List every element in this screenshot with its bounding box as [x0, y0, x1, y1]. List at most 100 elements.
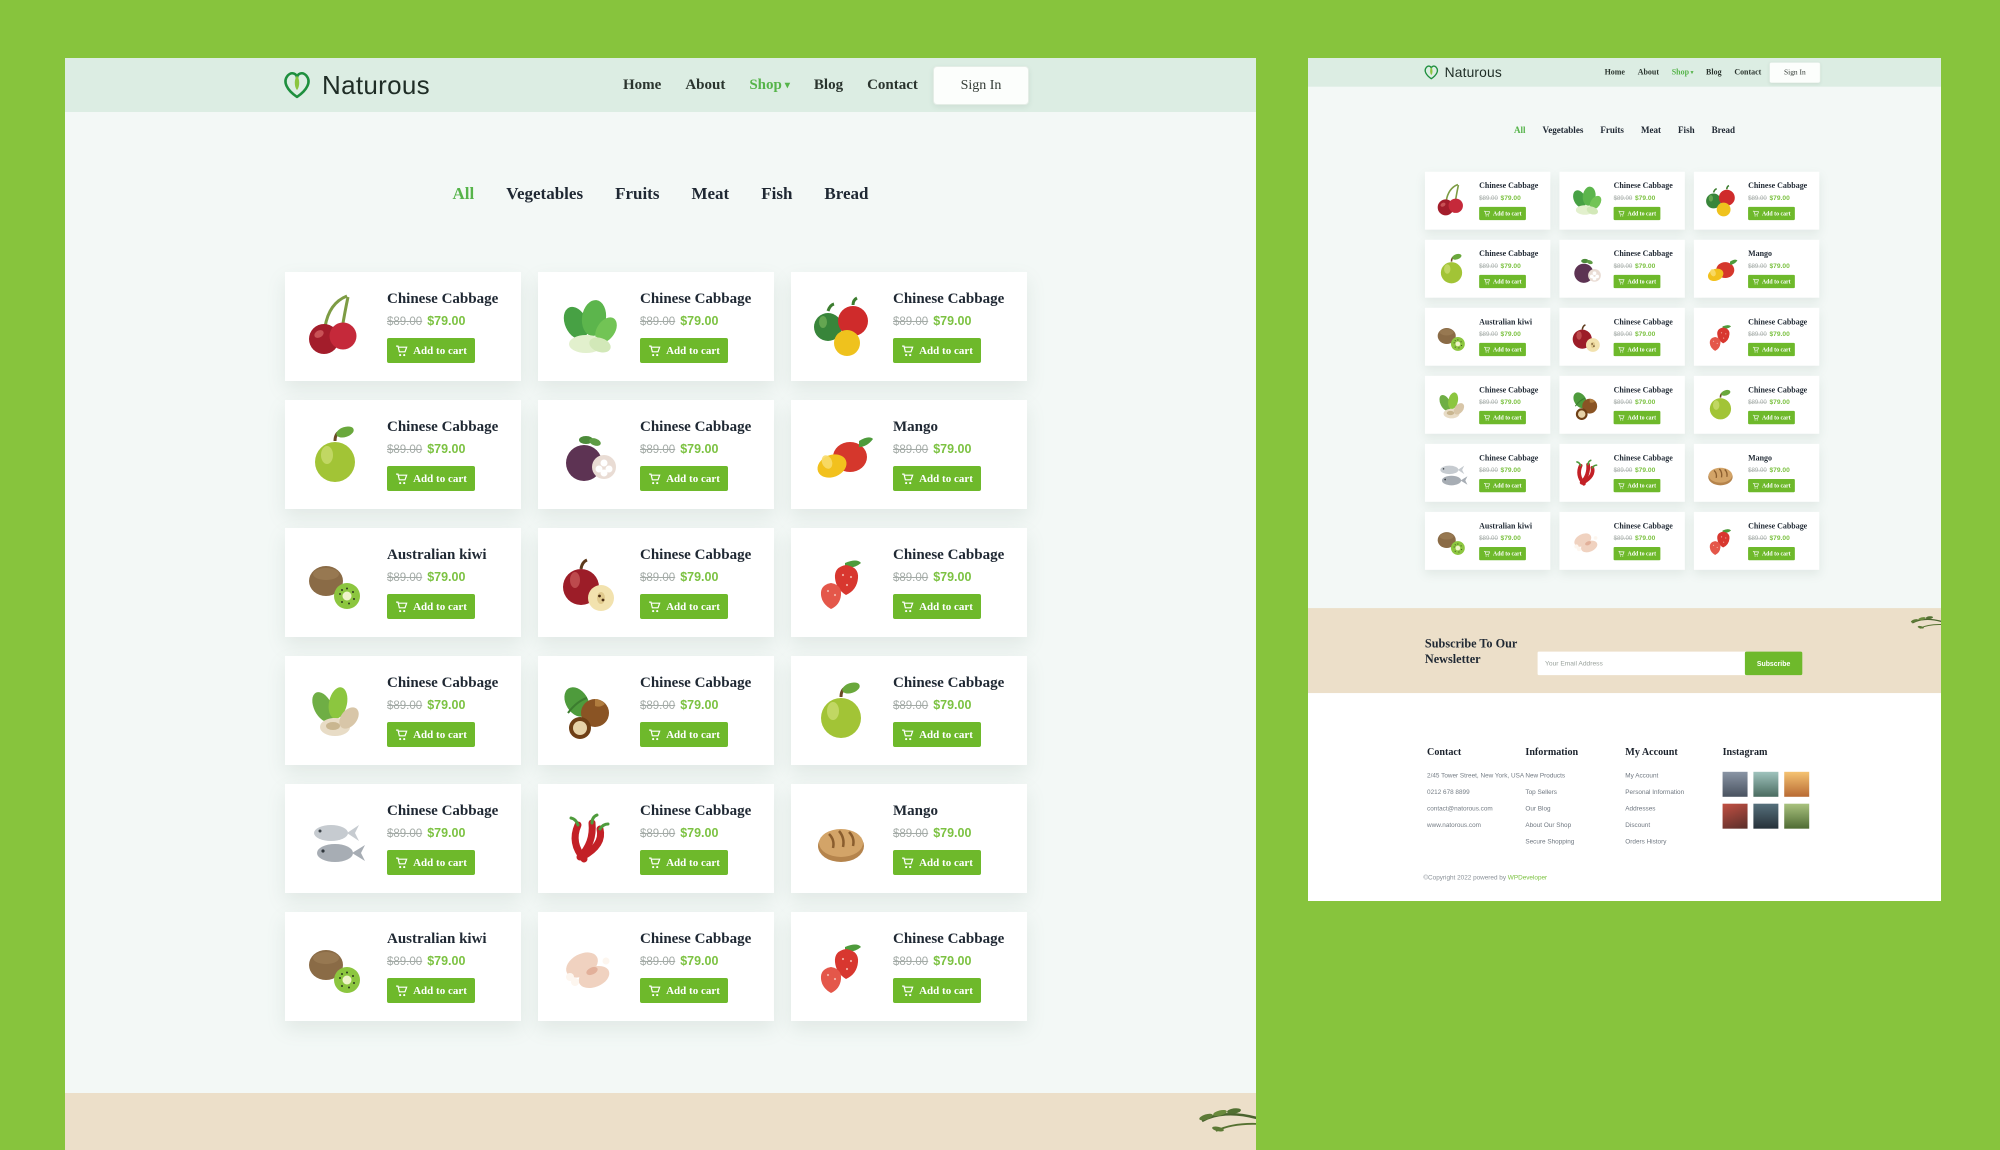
- category-tab-vegetables[interactable]: Vegetables: [506, 184, 584, 203]
- product-title[interactable]: Australian kiwi: [1479, 317, 1533, 327]
- instagram-photo-palm-leaves[interactable]: [1784, 803, 1810, 829]
- product-card[interactable]: Chinese Cabbage $89.00 $79.00 Add to cart: [1693, 307, 1820, 366]
- product-title[interactable]: Chinese Cabbage: [1479, 181, 1539, 191]
- product-card[interactable]: Chinese Cabbage $89.00 $79.00 Add to cart: [1424, 239, 1551, 298]
- product-title[interactable]: Chinese Cabbage: [387, 675, 499, 691]
- product-title[interactable]: Australian kiwi: [387, 547, 487, 563]
- footer-link-addresses[interactable]: Addresses: [1625, 804, 1656, 813]
- product-title[interactable]: Chinese Cabbage: [1748, 181, 1808, 191]
- footer-link-discount[interactable]: Discount: [1625, 821, 1651, 829]
- product-card[interactable]: Chinese Cabbage $89.00 $79.00 Add to cart: [791, 272, 1027, 381]
- product-card[interactable]: Chinese Cabbage $89.00 $79.00 Add to cart: [1693, 511, 1820, 570]
- product-card[interactable]: Chinese Cabbage $89.00 $79.00 Add to cart: [1559, 307, 1685, 366]
- add-to-cart-button[interactable]: Add to cart: [1479, 274, 1526, 289]
- instagram-photo-mountain-lake[interactable]: [1753, 771, 1779, 797]
- add-to-cart-button[interactable]: Add to cart: [893, 722, 981, 747]
- product-card[interactable]: Australian kiwi $89.00 $79.00 Add to cart: [285, 528, 521, 637]
- add-to-cart-button[interactable]: Add to cart: [387, 722, 475, 747]
- product-card[interactable]: Chinese Cabbage $89.00 $79.00 Add to cart: [285, 400, 521, 509]
- product-card[interactable]: Chinese Cabbage $89.00 $79.00 Add to cart: [1693, 171, 1820, 230]
- product-title[interactable]: Chinese Cabbage: [1613, 317, 1673, 327]
- product-title[interactable]: Chinese Cabbage: [1748, 385, 1808, 395]
- product-card[interactable]: Chinese Cabbage $89.00 $79.00 Add to cart: [1559, 375, 1685, 434]
- nav-item-contact[interactable]: Contact: [867, 76, 918, 93]
- product-card[interactable]: Mango $89.00 $79.00 Add to cart: [1693, 239, 1820, 298]
- product-card[interactable]: Australian kiwi $89.00 $79.00 Add to cart: [1424, 511, 1551, 570]
- add-to-cart-button[interactable]: Add to cart: [1748, 274, 1795, 289]
- product-card[interactable]: Chinese Cabbage $89.00 $79.00 Add to cart: [791, 912, 1027, 1021]
- nav-item-blog[interactable]: Blog: [813, 76, 844, 93]
- add-to-cart-button[interactable]: Add to cart: [1748, 342, 1795, 357]
- category-tab-meat[interactable]: Meat: [691, 184, 730, 203]
- category-tab-all[interactable]: All: [1513, 124, 1526, 136]
- product-title[interactable]: Chinese Cabbage: [1479, 453, 1539, 463]
- add-to-cart-button[interactable]: Add to cart: [1748, 478, 1795, 493]
- product-card[interactable]: Chinese Cabbage $89.00 $79.00 Add to cart: [1559, 239, 1685, 298]
- footer-link-secure-shopping[interactable]: Secure Shopping: [1525, 837, 1575, 846]
- product-card[interactable]: Chinese Cabbage $89.00 $79.00 Add to cart: [1559, 511, 1685, 570]
- product-card[interactable]: Chinese Cabbage $89.00 $79.00 Add to cart: [538, 912, 774, 1021]
- footer-link-personal-information[interactable]: Personal Information: [1625, 788, 1685, 796]
- category-tab-fish[interactable]: Fish: [761, 184, 793, 203]
- add-to-cart-button[interactable]: Add to cart: [893, 338, 981, 363]
- add-to-cart-button[interactable]: Add to cart: [893, 594, 981, 619]
- subscribe-button[interactable]: Subscribe: [1744, 651, 1803, 676]
- add-to-cart-button[interactable]: Add to cart: [1613, 410, 1661, 425]
- add-to-cart-button[interactable]: Add to cart: [1613, 478, 1661, 493]
- add-to-cart-button[interactable]: Add to cart: [1613, 342, 1661, 357]
- product-card[interactable]: Chinese Cabbage $89.00 $79.00 Add to cart: [285, 272, 521, 381]
- add-to-cart-button[interactable]: Add to cart: [1613, 546, 1661, 561]
- add-to-cart-button[interactable]: Add to cart: [640, 594, 728, 619]
- add-to-cart-button[interactable]: Add to cart: [640, 978, 728, 1003]
- product-card[interactable]: Australian kiwi $89.00 $79.00 Add to cart: [285, 912, 521, 1021]
- product-title[interactable]: Chinese Cabbage: [640, 547, 752, 563]
- category-tab-fruits[interactable]: Fruits: [1600, 124, 1624, 136]
- product-title[interactable]: Chinese Cabbage: [1613, 453, 1673, 463]
- add-to-cart-button[interactable]: Add to cart: [1479, 410, 1526, 425]
- product-title[interactable]: Mango: [893, 419, 938, 435]
- add-to-cart-button[interactable]: Add to cart: [640, 850, 728, 875]
- product-card[interactable]: Mango $89.00 $79.00 Add to cart: [791, 400, 1027, 509]
- product-title[interactable]: Chinese Cabbage: [1613, 249, 1673, 259]
- add-to-cart-button[interactable]: Add to cart: [1748, 546, 1795, 561]
- instagram-photo-red-rocks[interactable]: [1722, 803, 1748, 829]
- product-card[interactable]: Chinese Cabbage $89.00 $79.00 Add to cart: [1693, 375, 1820, 434]
- category-tab-vegetables[interactable]: Vegetables: [1542, 124, 1584, 136]
- add-to-cart-button[interactable]: Add to cart: [640, 722, 728, 747]
- add-to-cart-button[interactable]: Add to cart: [1479, 206, 1526, 221]
- add-to-cart-button[interactable]: Add to cart: [893, 850, 981, 875]
- category-tab-bread[interactable]: Bread: [1711, 124, 1736, 136]
- add-to-cart-button[interactable]: Add to cart: [387, 978, 475, 1003]
- product-card[interactable]: Chinese Cabbage $89.00 $79.00 Add to cart: [1559, 171, 1685, 230]
- nav-item-shop[interactable]: Shop ▾: [1671, 67, 1694, 77]
- add-to-cart-button[interactable]: Add to cart: [1748, 206, 1795, 221]
- nav-item-home[interactable]: Home: [1604, 67, 1625, 77]
- add-to-cart-button[interactable]: Add to cart: [640, 466, 728, 491]
- footer-link-our-blog[interactable]: Our Blog: [1525, 804, 1551, 813]
- nav-item-shop[interactable]: Shop ▾: [749, 76, 790, 93]
- product-card[interactable]: Chinese Cabbage $89.00 $79.00 Add to cart: [285, 784, 521, 893]
- product-card[interactable]: Chinese Cabbage $89.00 $79.00 Add to cart: [285, 656, 521, 765]
- product-title[interactable]: Chinese Cabbage: [1613, 181, 1673, 191]
- product-title[interactable]: Chinese Cabbage: [640, 291, 752, 307]
- footer-link-my-account[interactable]: My Account: [1625, 771, 1659, 780]
- footer-link-top-sellers[interactable]: Top Sellers: [1525, 788, 1557, 796]
- category-tab-all[interactable]: All: [452, 184, 475, 203]
- category-tab-fish[interactable]: Fish: [1678, 124, 1695, 136]
- add-to-cart-button[interactable]: Add to cart: [1748, 410, 1795, 425]
- add-to-cart-button[interactable]: Add to cart: [893, 978, 981, 1003]
- nav-item-blog[interactable]: Blog: [1706, 67, 1722, 77]
- category-tab-meat[interactable]: Meat: [1640, 124, 1662, 136]
- instagram-photo-dark-hills[interactable]: [1753, 803, 1779, 829]
- instagram-photo-sky[interactable]: [1722, 771, 1748, 797]
- product-title[interactable]: Mango: [1748, 249, 1772, 259]
- add-to-cart-button[interactable]: Add to cart: [1613, 274, 1661, 289]
- add-to-cart-button[interactable]: Add to cart: [893, 466, 981, 491]
- instagram-photo-sunset[interactable]: [1784, 771, 1810, 797]
- add-to-cart-button[interactable]: Add to cart: [1479, 546, 1526, 561]
- product-card[interactable]: Chinese Cabbage $89.00 $79.00 Add to cart: [1424, 443, 1551, 502]
- product-card[interactable]: Mango $89.00 $79.00 Add to cart: [1693, 443, 1820, 502]
- product-title[interactable]: Chinese Cabbage: [1748, 521, 1808, 531]
- product-title[interactable]: Chinese Cabbage: [893, 675, 1005, 691]
- footer-link-about-our-shop[interactable]: About Our Shop: [1525, 821, 1572, 829]
